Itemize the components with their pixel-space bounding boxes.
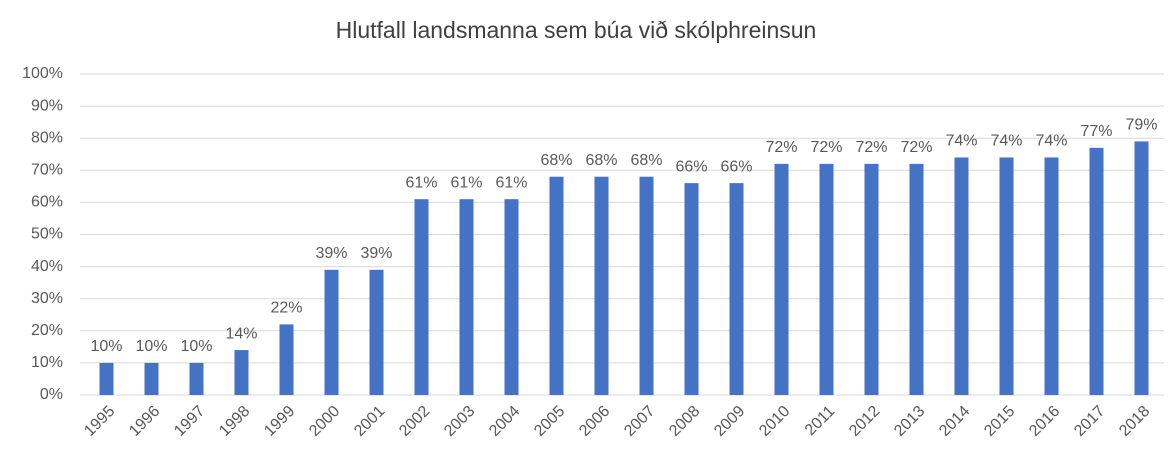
y-tick-label: 60% xyxy=(31,194,63,211)
x-tick-label: 2003 xyxy=(441,403,478,440)
value-label: 39% xyxy=(360,245,392,262)
x-tick-label: 1996 xyxy=(126,403,163,440)
value-label: 10% xyxy=(180,338,212,355)
bar xyxy=(234,350,249,395)
value-label: 72% xyxy=(855,139,887,156)
value-label: 77% xyxy=(1080,123,1112,140)
value-label: 61% xyxy=(450,174,482,191)
x-tick-label: 2009 xyxy=(711,403,748,440)
value-label: 10% xyxy=(90,338,122,355)
value-label: 68% xyxy=(630,152,662,169)
x-tick-label: 2007 xyxy=(621,403,658,440)
x-tick-label: 1997 xyxy=(171,403,208,440)
bar xyxy=(954,157,969,395)
value-label: 74% xyxy=(945,133,977,150)
x-tick-label: 2015 xyxy=(981,403,1018,440)
bar xyxy=(279,324,294,395)
value-label: 72% xyxy=(765,139,797,156)
value-label: 74% xyxy=(990,133,1022,150)
bar xyxy=(864,163,879,395)
bar xyxy=(549,176,564,395)
bar xyxy=(324,269,339,395)
value-label: 79% xyxy=(1125,117,1157,134)
bar xyxy=(414,199,429,395)
bar xyxy=(99,362,114,395)
value-label: 72% xyxy=(900,139,932,156)
y-tick-label: 0% xyxy=(40,386,63,403)
x-tick-label: 2000 xyxy=(306,403,343,440)
bar xyxy=(819,163,834,395)
x-tick-label: 1998 xyxy=(216,403,253,440)
value-label: 68% xyxy=(585,152,617,169)
y-tick-label: 80% xyxy=(31,129,63,146)
y-tick-label: 90% xyxy=(31,97,63,114)
y-tick-label: 20% xyxy=(31,322,63,339)
x-tick-label: 2018 xyxy=(1116,403,1153,440)
x-tick-label: 2008 xyxy=(666,403,703,440)
bar xyxy=(1089,147,1104,395)
value-label: 61% xyxy=(405,174,437,191)
x-tick-label: 1999 xyxy=(261,403,298,440)
x-tick-label: 2014 xyxy=(936,403,973,440)
bar xyxy=(729,183,744,395)
value-label: 10% xyxy=(135,338,167,355)
y-tick-label: 40% xyxy=(31,258,63,275)
chart-title: Hlutfall landsmanna sem búa við skólphre… xyxy=(336,17,817,43)
value-label: 66% xyxy=(675,158,707,175)
value-label: 66% xyxy=(720,158,752,175)
bar xyxy=(684,183,699,395)
value-label: 72% xyxy=(810,139,842,156)
bar xyxy=(1134,141,1149,395)
value-label: 22% xyxy=(270,300,302,317)
bar xyxy=(144,362,159,395)
bar xyxy=(909,163,924,395)
value-label: 39% xyxy=(315,245,347,262)
bar xyxy=(189,362,204,395)
y-tick-label: 10% xyxy=(31,354,63,371)
bar xyxy=(594,176,609,395)
x-tick-label: 2010 xyxy=(756,403,793,440)
bar xyxy=(774,163,789,395)
bar xyxy=(1044,157,1059,395)
value-label: 14% xyxy=(225,325,257,342)
bar xyxy=(369,269,384,395)
value-label: 61% xyxy=(495,174,527,191)
x-tick-label: 2011 xyxy=(802,403,838,439)
x-tick-label: 2017 xyxy=(1071,403,1108,440)
x-tick-label: 2016 xyxy=(1026,403,1063,440)
x-tick-label: 2004 xyxy=(486,403,523,440)
x-tick-label: 2005 xyxy=(531,403,568,440)
bar xyxy=(504,199,519,395)
value-label: 74% xyxy=(1035,133,1067,150)
x-tick-label: 2001 xyxy=(351,403,388,440)
value-label: 68% xyxy=(540,152,572,169)
y-tick-label: 100% xyxy=(22,65,63,82)
x-tick-label: 2013 xyxy=(891,403,928,440)
x-tick-label: 2006 xyxy=(576,403,613,440)
y-tick-label: 30% xyxy=(31,290,63,307)
bar xyxy=(999,157,1014,395)
x-tick-label: 2002 xyxy=(396,403,433,440)
bar xyxy=(639,176,654,395)
x-tick-label: 2012 xyxy=(846,403,883,440)
x-tick-label: 1995 xyxy=(81,403,118,440)
y-tick-label: 50% xyxy=(31,226,63,243)
y-tick-label: 70% xyxy=(31,162,63,179)
bar xyxy=(459,199,474,395)
